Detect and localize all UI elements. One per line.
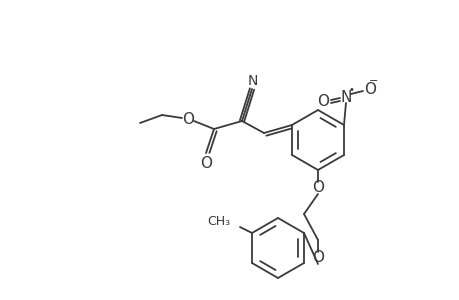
Text: −: − bbox=[369, 76, 378, 86]
Text: CH₃: CH₃ bbox=[207, 215, 230, 229]
Text: N: N bbox=[247, 74, 257, 88]
Text: O: O bbox=[363, 82, 375, 97]
Text: •: • bbox=[347, 85, 353, 95]
Text: O: O bbox=[316, 94, 328, 109]
Text: O: O bbox=[311, 181, 323, 196]
Text: O: O bbox=[182, 112, 194, 127]
Text: O: O bbox=[311, 250, 323, 266]
Text: O: O bbox=[200, 155, 212, 170]
Text: N: N bbox=[340, 89, 351, 104]
